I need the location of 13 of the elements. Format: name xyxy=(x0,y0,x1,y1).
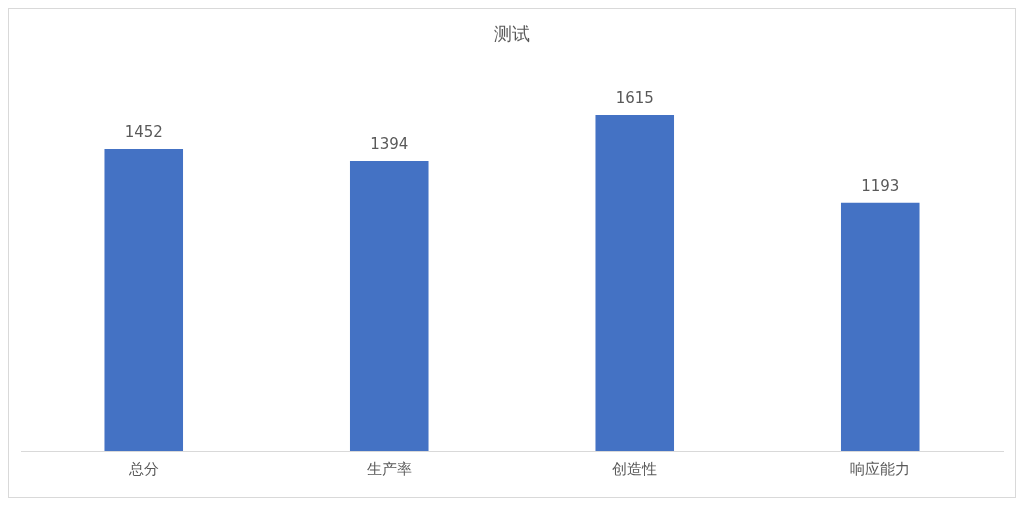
bar xyxy=(104,148,184,451)
chart-title: 测试 xyxy=(494,23,530,45)
x-tick-label: 总分 xyxy=(127,459,159,478)
data-label: 1394 xyxy=(370,135,409,154)
data-label: 1193 xyxy=(861,177,900,196)
bar xyxy=(840,202,920,451)
x-tick-label: 生产率 xyxy=(366,459,412,478)
data-label: 1452 xyxy=(124,123,163,142)
x-tick-label: 创造性 xyxy=(612,459,658,478)
x-tick-label: 响应能力 xyxy=(850,459,911,478)
bar xyxy=(595,115,675,451)
bar xyxy=(349,161,429,451)
data-label: 1615 xyxy=(615,89,654,108)
